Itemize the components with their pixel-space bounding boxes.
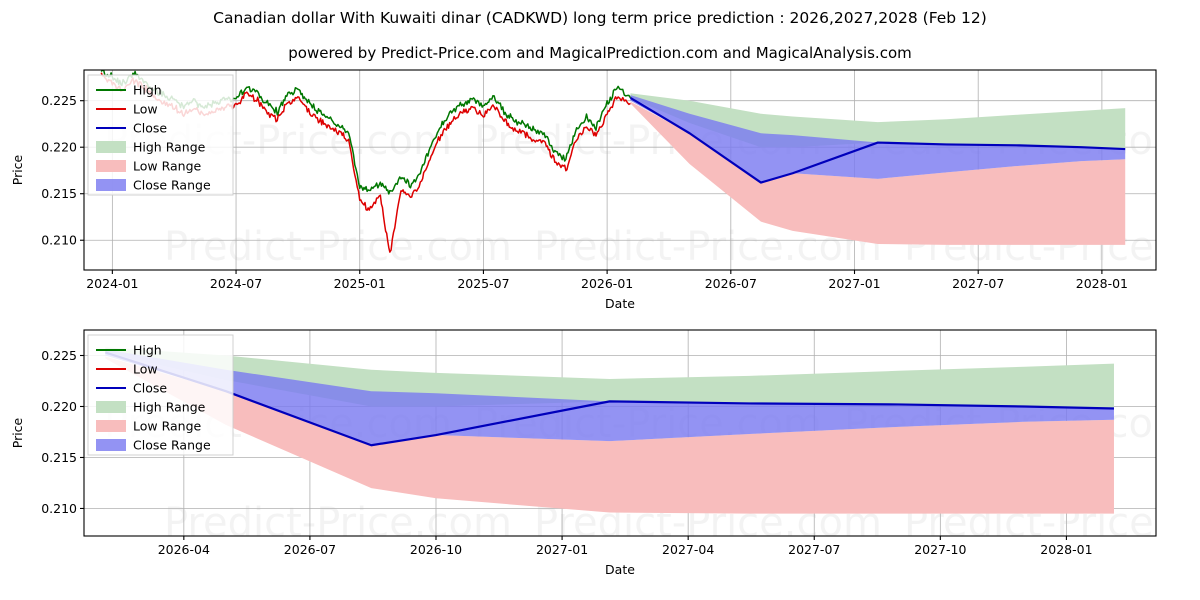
legend-item: Close Range <box>96 178 211 193</box>
x-axis-label: Date <box>605 562 635 577</box>
y-tick-label: 0.210 <box>41 501 77 516</box>
bottom-chart-panel: Predict-Price.comPredict-Price.comPredic… <box>0 322 1200 592</box>
x-tick-label: 2026-10 <box>410 542 462 557</box>
top-chart-svg: Predict-Price.comPredict-Price.comPredic… <box>10 69 1157 311</box>
y-tick-label: 0.210 <box>41 233 77 248</box>
legend-label: High Range <box>133 140 206 155</box>
chart-legend: High Low Close High Range Low Range Close Ran… <box>87 334 234 456</box>
y-tick-label: 0.220 <box>41 399 77 414</box>
legend-item: High Range <box>96 400 206 415</box>
x-tick-label: 2025-01 <box>334 276 386 291</box>
x-tick-label: 2027-01 <box>828 276 880 291</box>
legend-label: Low Range <box>133 419 202 434</box>
chart-legend: High Low Close High Range Low Range Close Ran… <box>87 74 234 196</box>
legend-label: High <box>133 343 162 358</box>
svg-text:Predict-Price.com: Predict-Price.com <box>164 500 512 546</box>
x-axis-label: Date <box>605 296 635 311</box>
x-tick-label: 2027-01 <box>536 542 588 557</box>
y-tick-label: 0.215 <box>41 186 77 201</box>
page-subtitle: powered by Predict-Price.com and Magical… <box>288 44 912 62</box>
svg-text:Predict-Price.com: Predict-Price.com <box>164 224 512 270</box>
y-tick-label: 0.220 <box>41 140 77 155</box>
top-chart-panel: Predict-Price.comPredict-Price.comPredic… <box>0 62 1200 312</box>
legend-label: Low Range <box>133 159 202 174</box>
legend-label: Close <box>133 121 167 136</box>
legend-item: High Range <box>96 140 206 155</box>
legend-item: Close Range <box>96 438 211 453</box>
legend-item: High <box>96 343 162 358</box>
legend-label: Close Range <box>133 438 211 453</box>
y-tick-label: 0.215 <box>41 450 77 465</box>
legend-item: Low Range <box>96 419 202 434</box>
y-tick-label: 0.225 <box>41 348 77 363</box>
x-tick-label: 2026-07 <box>705 276 757 291</box>
x-tick-label: 2027-10 <box>914 542 966 557</box>
legend-label: Close Range <box>133 178 211 193</box>
x-tick-label: 2027-07 <box>788 542 840 557</box>
y-tick-label: 0.225 <box>41 93 77 108</box>
page-title: Canadian dollar With Kuwaiti dinar (CADK… <box>213 9 987 27</box>
x-tick-label: 2027-04 <box>662 542 714 557</box>
legend-item: Low <box>96 102 158 117</box>
x-tick-label: 2028-01 <box>1076 276 1128 291</box>
legend-item: High <box>96 83 162 98</box>
x-tick-label: 2024-01 <box>86 276 138 291</box>
legend-label: Close <box>133 381 167 396</box>
y-axis-label: Price <box>10 154 25 185</box>
legend-item: Low <box>96 362 158 377</box>
x-tick-label: 2026-04 <box>158 542 210 557</box>
legend-label: High <box>133 83 162 98</box>
x-tick-label: 2027-07 <box>952 276 1004 291</box>
bottom-chart-svg: Predict-Price.comPredict-Price.comPredic… <box>10 329 1157 577</box>
x-tick-label: 2026-07 <box>284 542 336 557</box>
legend-item: Low Range <box>96 159 202 174</box>
x-tick-label: 2024-07 <box>210 276 262 291</box>
legend-label: High Range <box>133 400 206 415</box>
y-axis-label: Price <box>10 417 25 448</box>
x-tick-label: 2026-01 <box>581 276 633 291</box>
legend-label: Low <box>133 102 158 117</box>
legend-label: Low <box>133 362 158 377</box>
legend-item: Close <box>96 381 167 396</box>
legend-item: Close <box>96 121 167 136</box>
x-tick-label: 2025-07 <box>457 276 509 291</box>
x-tick-label: 2028-01 <box>1040 542 1092 557</box>
